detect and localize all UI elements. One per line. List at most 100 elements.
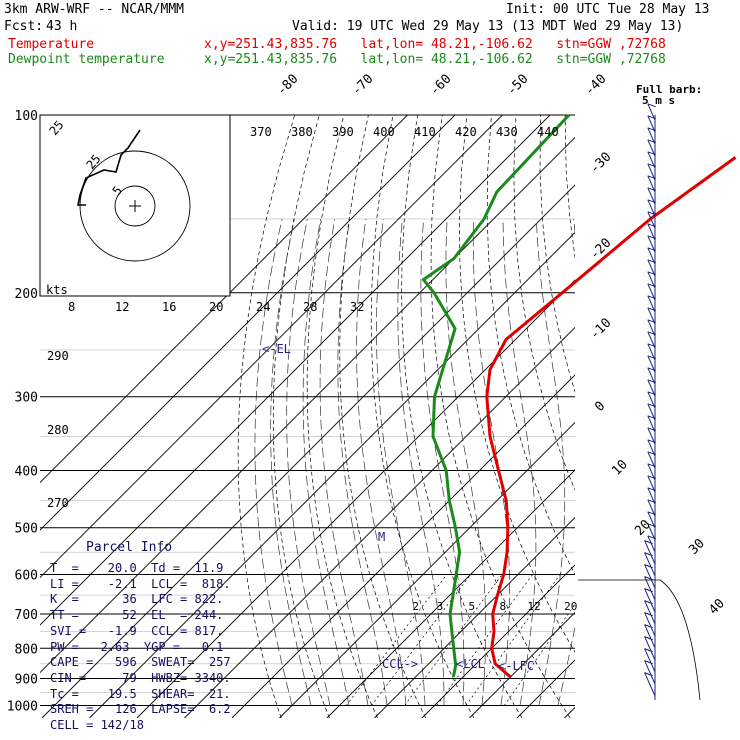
isotherm-line <box>89 231 575 718</box>
wind-barb <box>647 187 656 205</box>
wind-barbs <box>578 103 701 701</box>
dry-adiabat-label: 290 <box>47 349 69 363</box>
wind-barb <box>647 367 656 385</box>
wind-barb <box>647 139 656 157</box>
wind-barb-flag <box>647 103 656 108</box>
wind-barb-flag <box>644 648 653 653</box>
moist-adiabat <box>420 218 465 706</box>
isotherm-line <box>421 564 575 718</box>
wind-barb-flag <box>647 259 656 264</box>
wind-barb-flag <box>647 175 656 180</box>
wind-barb <box>644 600 656 625</box>
wind-barb <box>647 151 656 169</box>
theta-e-label: 440 <box>537 125 559 139</box>
speed-scale-label: 24 <box>256 300 270 314</box>
wind-barb-flag <box>644 552 653 557</box>
wind-barb-flag <box>644 624 653 629</box>
hodograph-ring <box>114 185 156 227</box>
wind-barb-flag <box>647 475 656 480</box>
theta-e-label: 410 <box>414 125 436 139</box>
dry-adiabat <box>513 115 575 491</box>
wind-barb-flag <box>647 199 656 204</box>
level-annotation: CCL-> <box>382 657 418 671</box>
theta-e-label: 430 <box>496 125 518 139</box>
wind-barb <box>647 283 656 301</box>
isotherm-label: 40 <box>706 596 728 618</box>
wind-barb <box>647 403 656 421</box>
isotherm-line <box>40 115 408 484</box>
wind-barb <box>647 355 656 373</box>
wind-barb <box>647 379 656 397</box>
isotherm-line <box>326 469 575 718</box>
pressure-tick-label: 1000 <box>7 699 38 714</box>
init-time: Init: 00 UTC Tue 28 May 13 <box>506 2 710 17</box>
wind-barb <box>647 439 656 457</box>
wind-barb <box>644 624 656 649</box>
isotherm-label: -60 <box>427 72 454 99</box>
wind-barb <box>647 511 656 529</box>
temperature-legend: Temperature <box>8 37 95 52</box>
hodograph-ring <box>79 150 191 262</box>
wind-barb-flag <box>647 487 656 492</box>
wind-barb-flag <box>647 223 656 228</box>
wind-barb <box>647 295 656 313</box>
wind-barb <box>647 247 656 265</box>
wind-barb <box>647 523 656 541</box>
isotherm-label: -70 <box>349 72 376 99</box>
isotherm-line <box>279 421 575 718</box>
wind-barb <box>647 535 656 553</box>
moist-adiabat <box>302 218 350 706</box>
dewpoint-curve <box>421 113 571 678</box>
dry-adiabat <box>614 115 740 718</box>
wind-barb <box>644 612 656 637</box>
isotherm-label: 10 <box>609 457 631 479</box>
wind-barb <box>647 451 656 469</box>
wind-barb-flag <box>647 331 656 336</box>
wind-barb-legend-unit: 5 m s <box>642 94 675 107</box>
wind-barb-flag <box>644 588 653 593</box>
isotherm-line <box>516 659 575 718</box>
parcel-info-row: SREH = 126 LAPSE= 6.2 <box>50 702 231 717</box>
parcel-info-row: T = 20.0 Td = 11.9 <box>50 561 224 575</box>
wind-barb <box>647 319 656 337</box>
isotherm-line <box>231 374 575 718</box>
dry-adiabat <box>339 115 427 718</box>
wind-barb-flag <box>644 540 653 545</box>
pressure-tick-label: 600 <box>15 568 38 583</box>
mixing-ratio-label: 8 <box>500 600 507 613</box>
model-title: 3km ARW-WRF -- NCAR/MMM <box>4 2 185 17</box>
wind-barb <box>644 576 656 601</box>
dry-adiabat <box>639 115 740 718</box>
moist-adiabat <box>319 218 369 706</box>
isotherm-line <box>40 115 551 626</box>
wind-barb-flag <box>644 636 653 641</box>
isotherm-label: 0 <box>592 399 608 415</box>
dry-adiabat <box>539 115 575 393</box>
speed-scale-label: 16 <box>162 300 176 314</box>
wind-barb-flag <box>647 271 656 276</box>
wind-barb-flag <box>647 439 656 444</box>
wind-barb <box>647 163 656 181</box>
dewpoint-legend: Dewpoint temperature <box>8 52 165 67</box>
dry-adiabat <box>486 115 575 576</box>
pressure-tick-label: 200 <box>15 287 38 302</box>
pressure-tick-label: 500 <box>15 522 38 537</box>
wind-barb <box>647 307 656 325</box>
isotherm-line <box>136 279 575 718</box>
wind-barb <box>647 343 656 361</box>
wind-barb-flag <box>647 115 656 120</box>
pressure-tick-label: 900 <box>15 672 38 687</box>
wind-barb-flag <box>647 235 656 240</box>
wind-barb-flag <box>647 535 656 540</box>
wind-barb-flag <box>647 151 656 156</box>
moist-adiabat <box>397 218 445 706</box>
wind-barb <box>644 660 656 685</box>
theta-e-label: 400 <box>373 125 395 139</box>
wind-barb-flag <box>647 283 656 288</box>
speed-scale-label: 28 <box>303 300 317 314</box>
level-annotation: M <box>378 530 385 544</box>
wind-barb <box>647 331 656 349</box>
parcel-info-row: CELL = 142/18 <box>50 718 144 732</box>
parcel-info-row: CAPE = 596 SWEAT= 257 <box>50 655 231 670</box>
